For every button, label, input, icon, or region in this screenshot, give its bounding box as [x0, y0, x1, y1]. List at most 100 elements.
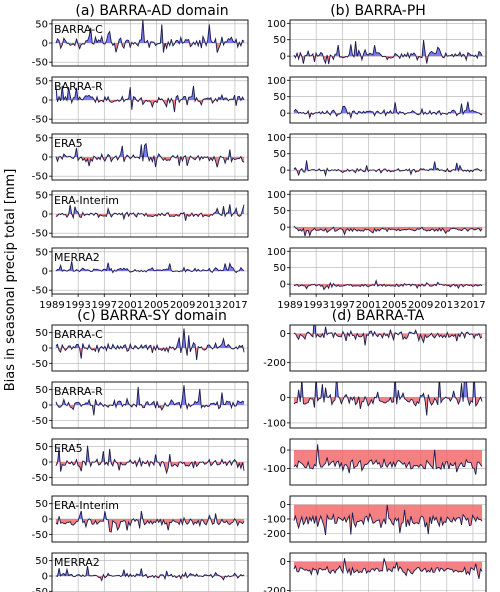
- series-area: [55, 142, 245, 168]
- negative-bias-area: [293, 284, 483, 290]
- series-line: [293, 325, 483, 346]
- series-area: [293, 225, 483, 237]
- subplot-frame: [289, 247, 487, 295]
- series-line: [293, 160, 483, 177]
- subplot-frame: [289, 76, 487, 124]
- x-tick-label: 1989: [39, 300, 64, 311]
- series-area: [293, 160, 483, 177]
- x-tick-label: 1993: [65, 300, 90, 311]
- panel-title-d: (d) BARRA-TA: [332, 308, 425, 324]
- subplot-1-2: 0 50 100: [267, 133, 487, 181]
- y-tick-label: -50: [32, 587, 48, 592]
- y-tick-label: 50: [35, 190, 48, 201]
- y-tick-label: 50: [273, 263, 286, 274]
- y-tick-label: 0: [280, 223, 286, 234]
- series-area: [55, 85, 245, 113]
- series-line: [293, 382, 483, 416]
- subplot-frame: [289, 19, 487, 67]
- positive-bias-area: [55, 204, 245, 214]
- y-tick-label: 0: [42, 458, 48, 469]
- negative-bias-area: [293, 504, 483, 535]
- x-tick-label: 2017: [222, 300, 247, 311]
- series-area: [293, 325, 483, 346]
- y-tick-label: -100: [263, 418, 286, 429]
- y-tick-label: -50: [32, 58, 48, 69]
- y-tick-label: 50: [35, 328, 48, 339]
- x-tick-label: 2001: [356, 300, 381, 311]
- subplot-label: ERA5: [54, 442, 83, 455]
- series-line: [55, 445, 245, 475]
- subplot-3-2: -100 0: [263, 438, 487, 486]
- series-area: [55, 566, 245, 582]
- y-tick-label: 100: [267, 247, 286, 258]
- series-line: [293, 225, 483, 237]
- y-tick-label: 0: [42, 39, 48, 50]
- series-line: [293, 444, 483, 475]
- negative-bias-area: [293, 561, 483, 579]
- subplot-label: MERRA2: [54, 556, 100, 569]
- y-tick-label: 0: [42, 267, 48, 278]
- y-tick-label: 0: [280, 393, 286, 404]
- subplot-2-3: -50 0 50 ERA-Interim: [32, 495, 249, 543]
- y-tick-label: 100: [267, 133, 286, 144]
- y-tick-label: -200: [263, 529, 286, 540]
- y-tick-label: 50: [35, 442, 48, 453]
- subplot-frame: [51, 247, 249, 295]
- negative-bias-area: [55, 43, 245, 53]
- series-line: [55, 385, 245, 416]
- y-tick-label: 50: [273, 149, 286, 160]
- subplot-frame: [289, 133, 487, 181]
- y-axis-label: Bias in seasonal precip total [mm]: [3, 169, 18, 392]
- x-tick-label: 1997: [330, 300, 355, 311]
- y-tick-label: 50: [35, 247, 48, 258]
- x-tick-label: 1989: [277, 300, 302, 311]
- subplot-2-4: -50050MERRA21989199319972001200520092013…: [32, 552, 249, 592]
- subplot-3-4: -200019891993199720012005200920132017: [263, 552, 487, 592]
- subplot-frame: [51, 381, 249, 429]
- subplot-frame: [289, 190, 487, 238]
- series-area: [293, 382, 483, 416]
- y-tick-label: 50: [35, 556, 48, 567]
- series-area: [293, 444, 483, 475]
- subplot-label: MERRA2: [54, 251, 100, 264]
- x-tick-label: 1993: [303, 300, 328, 311]
- subplot-frame: [289, 324, 487, 372]
- y-tick-label: 100: [267, 19, 286, 30]
- negative-bias-area: [55, 405, 245, 416]
- y-tick-label: 0: [42, 515, 48, 526]
- x-tick-label: 2009: [408, 300, 433, 311]
- panel-barra-sy: (c) BARRA-SY domain -50 0 50 BARRA-C -50 0 50 B…: [32, 308, 249, 592]
- positive-bias-area: [293, 160, 483, 171]
- negative-bias-area: [293, 56, 483, 65]
- subplot-frame: [51, 19, 249, 67]
- series-line: [55, 85, 245, 113]
- series-area: [293, 101, 483, 120]
- y-tick-label: -50: [32, 530, 48, 541]
- negative-bias-area: [55, 348, 245, 361]
- subplot-frame: [51, 190, 249, 238]
- subplot-1-1: 0 50 100: [267, 76, 487, 124]
- subplot-0-0: -50 0 50 BARRA-C: [32, 19, 249, 69]
- y-tick-label: 0: [280, 329, 286, 340]
- y-tick-label: 50: [35, 76, 48, 87]
- subplot-2-1: -50 0 50 BARRA-R: [32, 381, 249, 429]
- negative-bias-area: [293, 450, 483, 475]
- subplot-0-2: -50 0 50 ERA5: [32, 133, 249, 183]
- subplot-frame: [289, 381, 487, 429]
- subplot-1-4: 0 50 100 1989 1993 1997 2001 2005 2009 2013 2017: [267, 247, 487, 311]
- subplot-0-3: -50 0 50 ERA-Interim: [32, 190, 249, 240]
- positive-bias-area: [55, 261, 245, 271]
- negative-bias-area: [293, 227, 483, 236]
- series-area: [293, 504, 483, 536]
- series-line: [55, 20, 245, 53]
- y-tick-label: 50: [35, 133, 48, 144]
- y-tick-label: 50: [35, 499, 48, 510]
- series-line: [293, 504, 483, 536]
- series-line: [55, 142, 245, 168]
- x-tick-label: 2013: [434, 300, 459, 311]
- x-tick-label: 2001: [118, 300, 143, 311]
- series-line: [55, 328, 245, 361]
- y-tick-label: -200: [263, 358, 286, 369]
- y-tick-label: 0: [280, 166, 286, 177]
- subplot-frame: [51, 438, 249, 486]
